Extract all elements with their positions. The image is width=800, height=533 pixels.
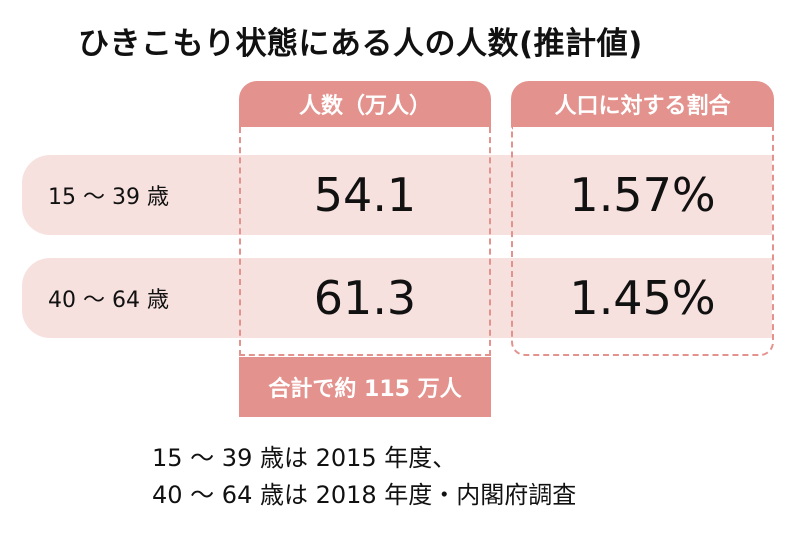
count-value: 61.3 <box>313 271 417 325</box>
count-column-header: 人数（万人） <box>239 81 491 127</box>
ratio-column-frame <box>511 127 774 356</box>
page-title: ひきこもり状態にある人の人数(推計値) <box>78 26 643 62</box>
age-group-label: 40 ～ 64 歳 <box>48 288 169 313</box>
source-note: 15 ～ 39 歳は 2015 年度、 <box>152 444 457 472</box>
table-row <box>22 155 772 235</box>
total-badge: 合計で約 115 万人 <box>239 357 491 417</box>
ratio-value: 1.45% <box>569 271 716 325</box>
count-value: 54.1 <box>313 168 417 222</box>
count-column-frame <box>239 127 491 356</box>
age-group-label: 15 ～ 39 歳 <box>48 185 169 210</box>
ratio-column-header: 人口に対する割合 <box>511 81 774 127</box>
ratio-value: 1.57% <box>569 168 716 222</box>
table-row <box>22 258 772 338</box>
source-note: 40 ～ 64 歳は 2018 年度・内閣府調査 <box>152 481 577 509</box>
